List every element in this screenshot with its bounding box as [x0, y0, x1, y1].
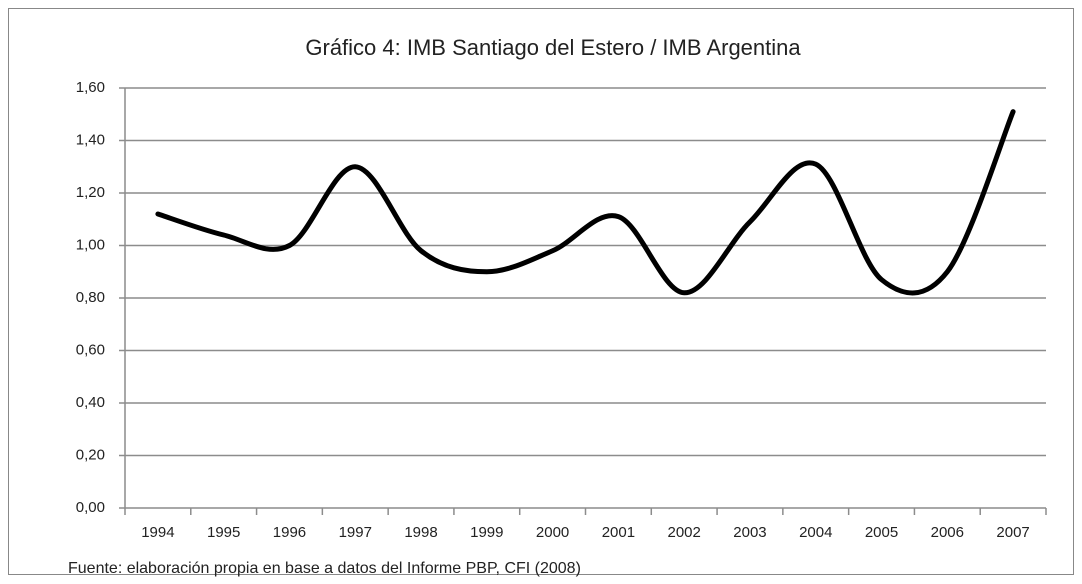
y-tick-label: 0,80 [76, 289, 105, 306]
x-tick-label: 2005 [865, 524, 898, 541]
y-tick-label: 0,60 [76, 341, 105, 358]
chart-title: Gráfico 4: IMB Santiago del Estero / IMB… [305, 35, 801, 60]
x-tick-label: 1996 [273, 524, 306, 541]
y-tick-label: 0,00 [76, 499, 105, 516]
series-line [155, 109, 1016, 296]
x-tick-label: 2001 [602, 524, 635, 541]
x-tick-label: 2003 [733, 524, 766, 541]
x-tick-label: 1999 [470, 524, 503, 541]
y-tick-label: 1,20 [76, 184, 105, 201]
x-tick-label: 1995 [207, 524, 240, 541]
x-tick-label: 1997 [339, 524, 372, 541]
x-tick-label: 1994 [141, 524, 174, 541]
y-tick-label: 1,00 [76, 236, 105, 253]
x-tick-label: 2000 [536, 524, 569, 541]
y-tick-label: 0,40 [76, 394, 105, 411]
y-tick-label: 0,20 [76, 446, 105, 463]
x-tick-label: 2004 [799, 524, 832, 541]
x-tick-label: 1998 [404, 524, 437, 541]
x-tick-label: 2002 [667, 524, 700, 541]
x-tick-label: 2006 [931, 524, 964, 541]
x-tick-label: 2007 [996, 524, 1029, 541]
y-tick-label: 1,40 [76, 131, 105, 148]
source-note: Fuente: elaboración propia en base a dat… [68, 560, 581, 577]
y-tick-label: 1,60 [76, 79, 105, 96]
